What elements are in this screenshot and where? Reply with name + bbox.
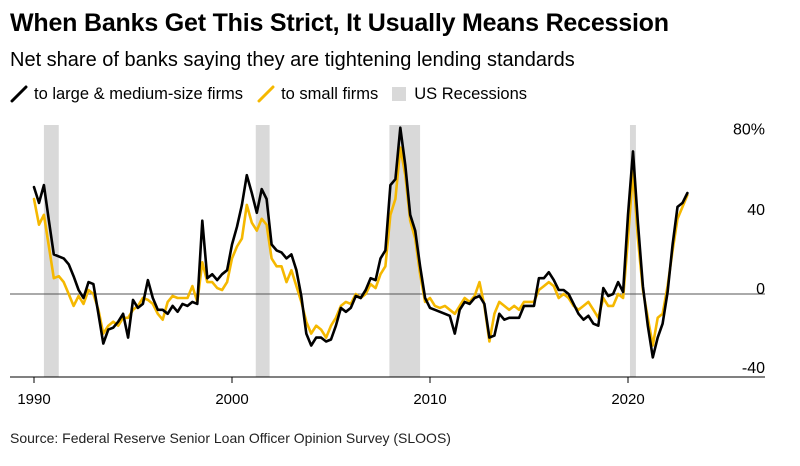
legend-item-recessions: US Recessions — [392, 85, 527, 104]
y-tick-label-0: 80% — [733, 122, 765, 139]
series-line-large-firms — [32, 126, 689, 359]
recession-band-4 — [629, 125, 636, 377]
source-note: Source: Federal Reserve Senior Loan Offi… — [10, 430, 451, 446]
chart-title: When Banks Get This Strict, It Usually M… — [10, 9, 669, 37]
chart-subtitle: Net share of banks saying they are tight… — [10, 49, 575, 71]
recession-band-1 — [43, 125, 59, 377]
legend-swatch-small-firms — [257, 85, 275, 103]
y-tick-label-1: 40 — [747, 202, 765, 219]
legend-swatch-large-firms — [10, 85, 28, 103]
legend-label-large-firms: to large & medium-size firms — [34, 84, 244, 103]
legend-label-recessions: US Recessions — [414, 84, 528, 103]
recession-band-2 — [255, 125, 270, 377]
y-tick-label-3: -40 — [742, 360, 765, 377]
x-tick-label-1990: 1990 — [17, 391, 50, 408]
x-tick-label-2000: 2000 — [215, 391, 248, 408]
legend-item-small-firms: to small firms — [257, 85, 378, 104]
legend-item-large-firms: to large & medium-size firms — [10, 85, 243, 104]
x-tick-label-2010: 2010 — [413, 391, 446, 408]
legend-swatch-recessions — [392, 87, 407, 101]
x-tick-label-2020: 2020 — [611, 391, 644, 408]
chart-plot-area: 1990 2000 2010 2020 80% 40 0 -40 — [10, 122, 765, 408]
legend-label-small-firms: to small firms — [281, 84, 379, 103]
chart-legend: to large & medium-size firms to small fi… — [10, 83, 541, 105]
y-tick-label-2: 0 — [756, 281, 765, 298]
